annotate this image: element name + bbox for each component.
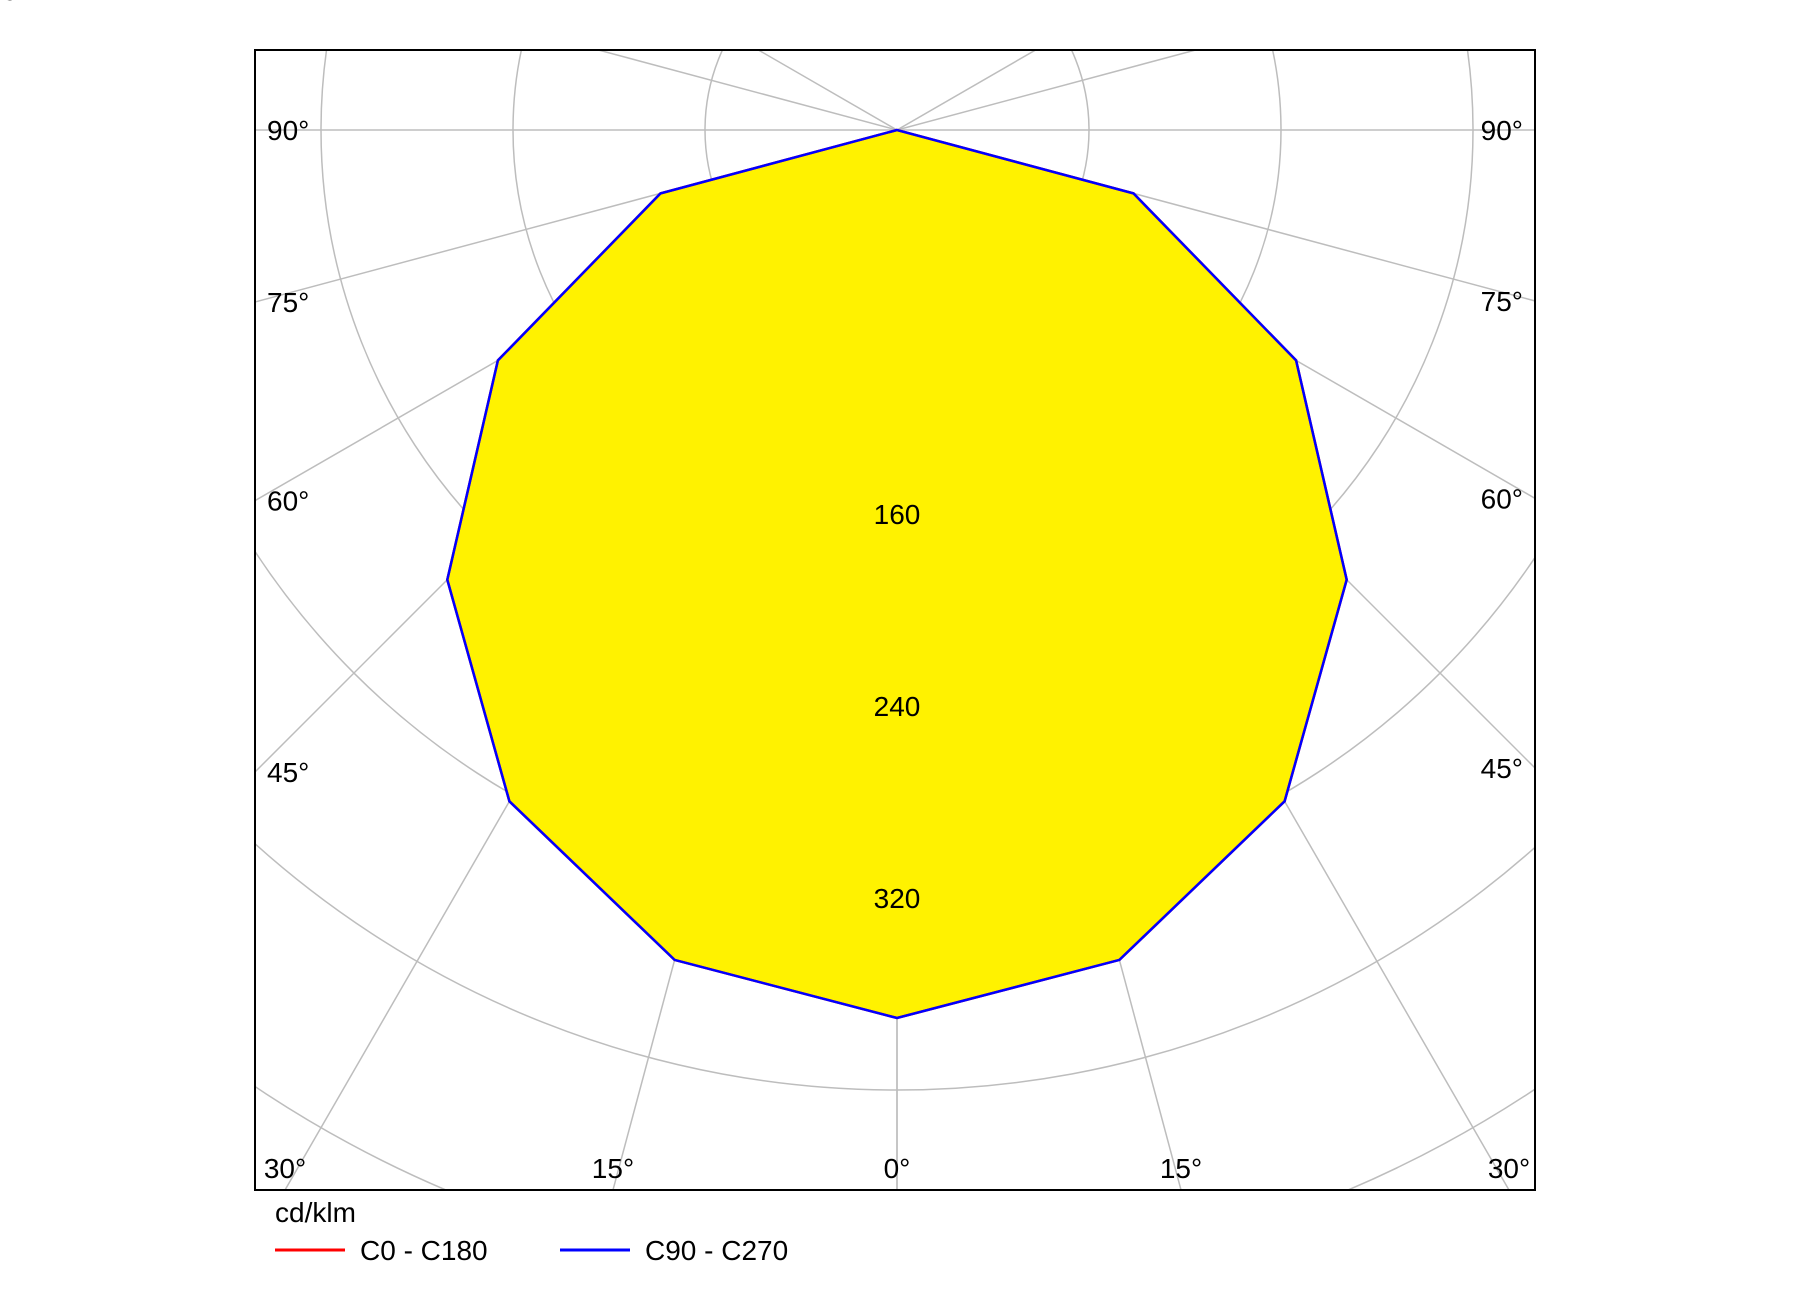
angle-label: 75° xyxy=(267,287,309,318)
angle-label: 90° xyxy=(267,115,309,146)
ring-label: 160 xyxy=(874,499,921,530)
angle-label: 15° xyxy=(592,1153,634,1184)
unit-label: cd/klm xyxy=(275,1197,356,1228)
ring-label: 240 xyxy=(874,691,921,722)
angle-label: 90° xyxy=(1481,115,1523,146)
angle-label: 75° xyxy=(1481,286,1523,317)
angle-label: 60° xyxy=(267,486,309,517)
angle-label: 15° xyxy=(1160,1153,1202,1184)
polar-chart-svg: 160 240 320 0° 15° 15° 30° 30° 45° 45° 60° 60° 75° 75… xyxy=(0,0,1794,1300)
polar-chart-container: 160 240 320 0° 15° 15° 30° 30° 45° 45° 60° 60° 75° 75… xyxy=(0,0,1794,1300)
angle-label: 0° xyxy=(884,1153,911,1184)
angle-label: 45° xyxy=(267,757,309,788)
legend-label: C90 - C270 xyxy=(645,1235,788,1266)
angle-label: 30° xyxy=(264,1153,306,1184)
legend-label: C0 - C180 xyxy=(360,1235,488,1266)
ring-label: 320 xyxy=(874,883,921,914)
angle-label: 60° xyxy=(1481,483,1523,514)
angle-label: 30° xyxy=(1488,1153,1530,1184)
angle-label: 45° xyxy=(1481,753,1523,784)
angle-label: 105° xyxy=(0,0,29,6)
